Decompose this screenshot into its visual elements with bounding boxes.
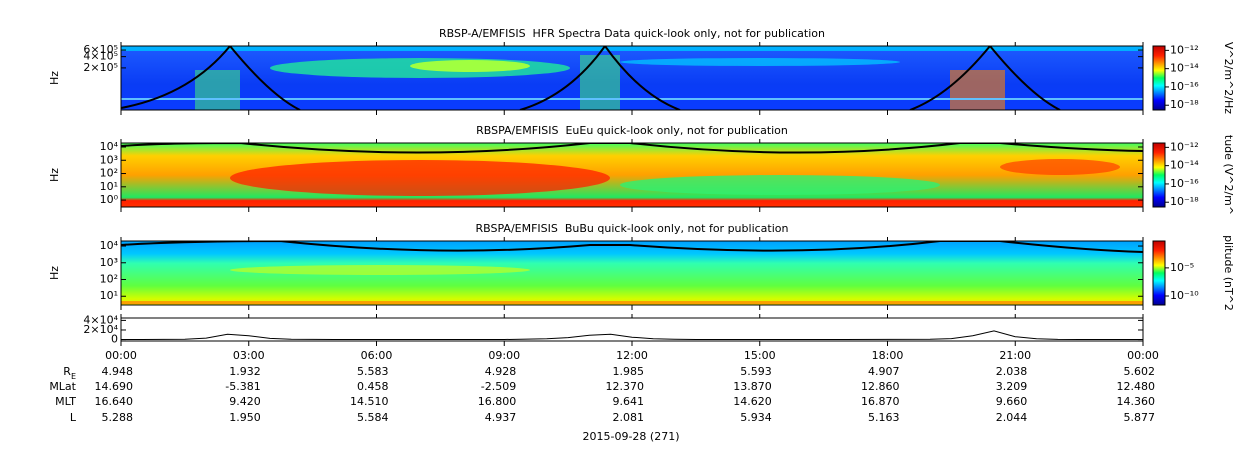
- ephemeris-value: 5.593: [740, 365, 772, 378]
- ephemeris-value: 5.602: [1124, 365, 1156, 378]
- ephemeris-value: 1.932: [229, 365, 261, 378]
- colorbar-label: plitude (nT^2: [1222, 235, 1235, 311]
- y-tick-label: 4×10⁴: [83, 313, 118, 326]
- colorbar-tick-label: 10⁻¹⁴: [1170, 62, 1199, 75]
- y-tick-label: 10³: [100, 256, 118, 269]
- y-tick-label: 10²: [100, 167, 118, 180]
- y-axis-label: Hz: [48, 71, 61, 85]
- ephemeris-value: 2.038: [996, 365, 1028, 378]
- ephemeris-value: 13.870: [733, 380, 772, 393]
- ephemeris-value: 0.458: [357, 380, 389, 393]
- spectrogram-image: [121, 241, 1143, 305]
- x-tick-label: 00:00: [105, 349, 137, 362]
- date-label: 2015-09-28 (271): [582, 430, 679, 443]
- y-tick-label: 10¹: [100, 180, 118, 193]
- colorbar-tick-label: 10⁻¹⁰: [1170, 289, 1199, 302]
- ephemeris-value: 14.620: [733, 395, 772, 408]
- row-label-main: R: [63, 365, 71, 378]
- ephemeris-value: 12.480: [1117, 380, 1156, 393]
- ephemeris-value: 1.985: [613, 365, 645, 378]
- colorbar: [1152, 142, 1166, 208]
- ephemeris-value: 2.081: [613, 411, 645, 424]
- y-tick-label: 6×10⁵: [83, 43, 118, 56]
- row-label: L: [70, 411, 77, 424]
- colorbar-tick-label: 10⁻¹⁸: [1170, 98, 1199, 111]
- colorbar-label: tude (V^2/m^: [1222, 135, 1235, 215]
- ephemeris-value: -5.381: [225, 380, 260, 393]
- y-tick-label: 2×10⁴: [83, 323, 118, 336]
- colorbar-tick-label: 10⁻¹⁴: [1170, 159, 1199, 172]
- x-tick-label: 03:00: [233, 349, 265, 362]
- x-tick-label: 21:00: [999, 349, 1031, 362]
- x-tick-label: 15:00: [744, 349, 776, 362]
- ephemeris-value: 5.584: [357, 411, 389, 424]
- y-tick-label: 2×10⁵: [83, 61, 118, 74]
- row-label: RE: [63, 365, 76, 381]
- panel-title: RBSPA/EMFISIS EuEu quick-look only, not …: [476, 124, 788, 137]
- panel-title: RBSP-A/EMFISIS HFR Spectra Data quick-lo…: [439, 27, 825, 40]
- ephemeris-value: 12.860: [861, 380, 900, 393]
- ephemeris-value: 5.288: [102, 411, 134, 424]
- colorbar-tick-label: 10⁻¹⁶: [1170, 80, 1199, 93]
- ephemeris-value: 4.928: [485, 365, 517, 378]
- spectrogram-image: [121, 143, 1143, 207]
- x-tick-label: 09:00: [488, 349, 520, 362]
- colorbar-label: V^2/m^2/Hz: [1222, 42, 1235, 114]
- x-tick-label: 18:00: [872, 349, 904, 362]
- ephemeris-value: 12.370: [606, 380, 645, 393]
- panel-title: RBSPA/EMFISIS BuBu quick-look only, not …: [476, 222, 789, 235]
- y-tick-label: 10³: [100, 153, 118, 166]
- ephemeris-value: 14.690: [95, 380, 134, 393]
- y-tick-label: 0: [111, 333, 118, 346]
- ephemeris-value: -2.509: [481, 380, 516, 393]
- x-tick-label: 00:00: [1127, 349, 1159, 362]
- ephemeris-value: 16.640: [95, 395, 134, 408]
- ephemeris-value: 3.209: [996, 380, 1028, 393]
- ephemeris-value: 5.163: [868, 411, 900, 424]
- y-axis-label: Hz: [48, 168, 61, 182]
- ephemeris-value: 1.950: [229, 411, 261, 424]
- ephemeris-value: 5.583: [357, 365, 389, 378]
- ephemeris-value: 4.948: [102, 365, 134, 378]
- row-label: MLT: [55, 395, 76, 408]
- colorbar-tick-label: 10⁻¹²: [1170, 43, 1199, 56]
- x-tick-label: 12:00: [616, 349, 648, 362]
- y-tick-label: 10⁴: [100, 239, 119, 252]
- y-tick-label: 10¹: [100, 289, 118, 302]
- colorbar-tick-label: 10⁻¹²: [1170, 140, 1199, 153]
- y-tick-label: 4×10⁵: [83, 50, 118, 63]
- ephemeris-value: 9.660: [996, 395, 1028, 408]
- x-tick-label: 06:00: [361, 349, 393, 362]
- ephemeris-value: 4.907: [868, 365, 900, 378]
- colorbar: [1152, 240, 1166, 306]
- y-tick-label: 10⁰: [100, 193, 119, 206]
- colorbar-tick-label: 10⁻⁵: [1170, 261, 1194, 274]
- line: [121, 330, 1143, 340]
- colorbar-tick-label: 10⁻¹⁶: [1170, 177, 1199, 190]
- row-label: MLat: [49, 380, 76, 393]
- row-label-subscript: E: [71, 372, 76, 381]
- ephemeris-value: 5.934: [740, 411, 772, 424]
- ephemeris-value: 16.800: [478, 395, 517, 408]
- ephemeris-value: 16.870: [861, 395, 900, 408]
- ephemeris-value: 5.877: [1124, 411, 1156, 424]
- y-tick-label: 10⁴: [100, 140, 119, 153]
- ephemeris-value: 14.510: [350, 395, 389, 408]
- y-axis-label: Hz: [48, 266, 61, 280]
- colorbar-tick-label: 10⁻¹⁸: [1170, 195, 1199, 208]
- ephemeris-value: 14.360: [1117, 395, 1156, 408]
- ephemeris-value: 2.044: [996, 411, 1028, 424]
- colorbar: [1152, 45, 1166, 111]
- ephemeris-value: 9.641: [613, 395, 645, 408]
- spectrogram-image: [121, 46, 1143, 110]
- ephemeris-value: 9.420: [229, 395, 261, 408]
- ephemeris-value: 4.937: [485, 411, 517, 424]
- y-tick-label: 10²: [100, 273, 118, 286]
